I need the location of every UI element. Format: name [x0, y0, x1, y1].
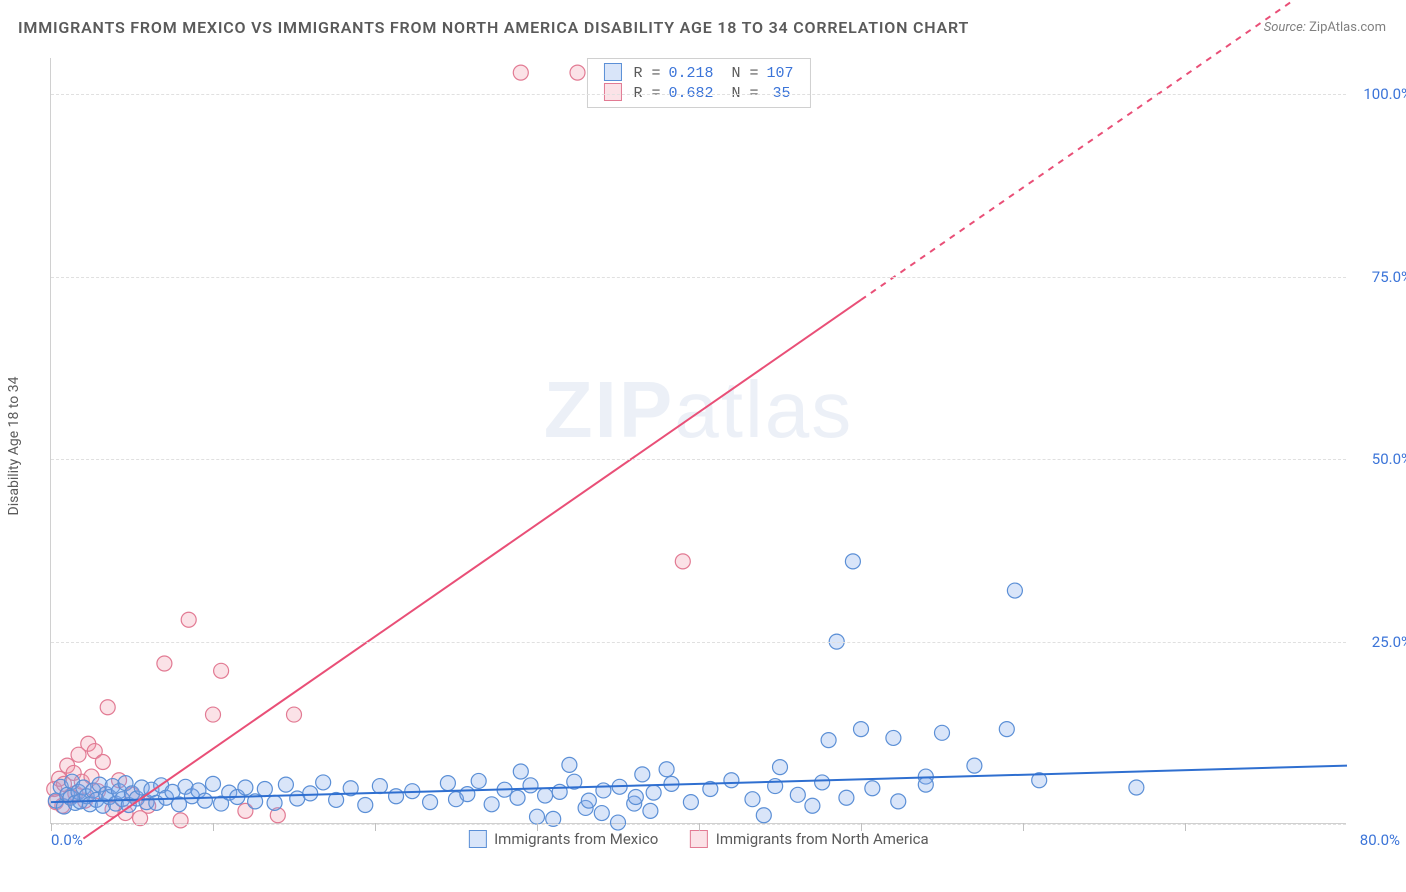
y-tick-label: 75.0% [1352, 268, 1406, 286]
legend-item-mexico: Immigrants from Mexico [468, 830, 658, 849]
swatch-mexico-icon [468, 830, 486, 848]
y-tick-label: 50.0% [1352, 450, 1406, 468]
legend-row-north-america: R = 0.682 N = 35 [599, 83, 797, 103]
source-value: ZipAtlas.com [1309, 20, 1386, 35]
legend-label-mexico: Immigrants from Mexico [494, 830, 658, 848]
y-axis-label: Disability Age 18 to 34 [6, 377, 22, 516]
series-legend: Immigrants from Mexico Immigrants from N… [454, 830, 942, 849]
x-tick-min: 0.0% [51, 831, 83, 849]
legend-label-na: Immigrants from North America [716, 830, 929, 848]
legend-row-mexico: R = 0.218 N = 107 [599, 63, 797, 83]
x-tick-max: 80.0% [1360, 831, 1400, 849]
y-tick-label: 100.0% [1352, 85, 1406, 103]
legend-item-north-america: Immigrants from North America [690, 830, 929, 849]
source-label: Source: [1264, 20, 1306, 35]
swatch-mexico [603, 63, 621, 81]
scatter-svg [51, 58, 1346, 823]
correlation-legend: R = 0.218 N = 107 R = 0.682 N = 35 [586, 58, 810, 108]
swatch-na-icon [690, 830, 708, 848]
source-attribution: Source: ZipAtlas.com [1264, 20, 1386, 35]
chart-title: IMMIGRANTS FROM MEXICO VS IMMIGRANTS FRO… [18, 18, 969, 37]
y-tick-label: 25.0% [1352, 633, 1406, 651]
swatch-north-america [603, 83, 621, 101]
plot-area: ZIPatlas R = 0.218 N = 107 R = 0.682 N =… [50, 58, 1346, 824]
